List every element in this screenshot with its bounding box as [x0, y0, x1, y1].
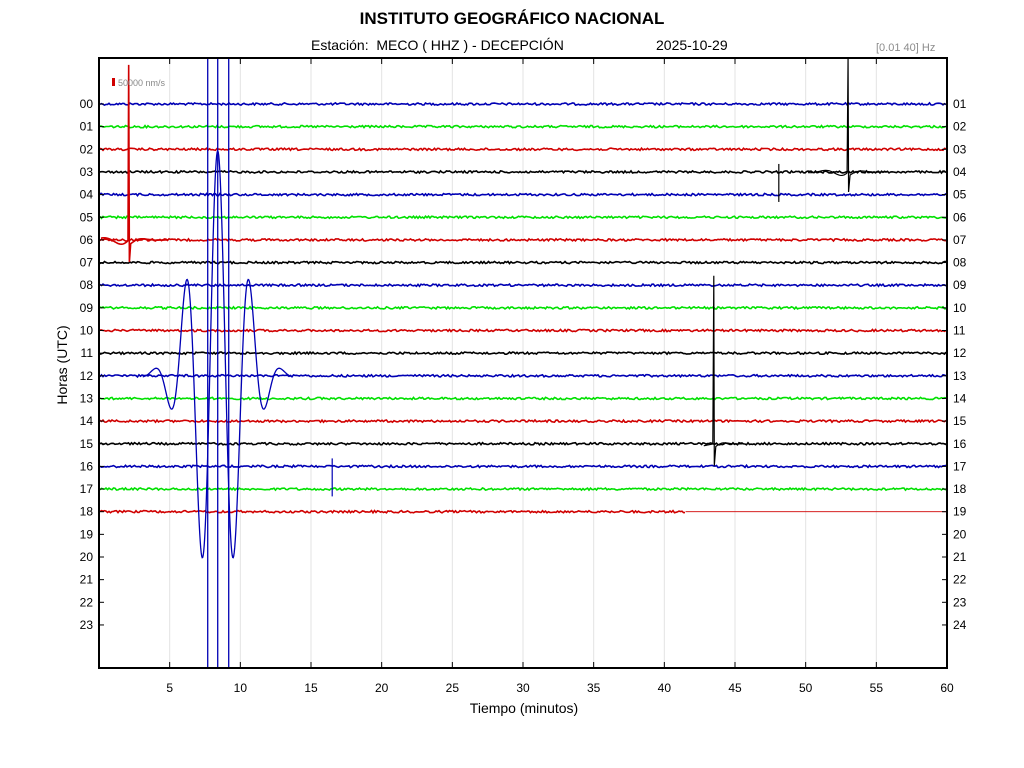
y-tick-label-left: 00: [80, 97, 94, 111]
y-tick-label-right: 05: [953, 188, 967, 202]
seismic-trace: [99, 463, 947, 469]
y-tick-label-right: 12: [953, 346, 967, 360]
y-tick-label-left: 07: [80, 256, 94, 270]
y-tick-label-right: 21: [953, 550, 967, 564]
date-label: 2025-10-29: [656, 37, 728, 53]
y-tick-label-right: 20: [953, 527, 967, 541]
x-tick-label: 35: [587, 681, 601, 695]
y-tick-label-left: 01: [80, 120, 94, 134]
x-tick-label: 40: [658, 681, 672, 695]
seismic-trace: [99, 237, 947, 243]
y-tick-label-left: 18: [80, 505, 94, 519]
seismic-trace: [99, 101, 947, 107]
y-tick-label-right: 10: [953, 301, 967, 315]
y-tick-label-right: 06: [953, 210, 967, 224]
x-tick-label: 20: [375, 681, 389, 695]
y-tick-label-right: 02: [953, 120, 967, 134]
y-tick-label-right: 14: [953, 391, 967, 405]
y-tick-label-right: 03: [953, 142, 967, 156]
seismic-trace: [99, 260, 947, 265]
x-tick-label: 60: [940, 681, 954, 695]
seismic-trace: [99, 328, 947, 333]
seismic-trace: [99, 509, 685, 515]
scale-marker: [112, 78, 115, 86]
y-tick-label-left: 10: [80, 324, 94, 338]
y-tick-label-left: 13: [80, 391, 94, 405]
seismic-trace: [99, 214, 947, 220]
y-tick-label-right: 17: [953, 459, 967, 473]
seismic-trace: [99, 373, 947, 379]
x-tick-label: 30: [516, 681, 530, 695]
x-tick-label: 10: [234, 681, 248, 695]
event-group: [100, 56, 888, 668]
y-tick-label-left: 09: [80, 301, 94, 315]
x-ticks: 5 10 15 20 25 30 35 40 45 50 55 60: [166, 58, 954, 695]
y-tick-label-right: 18: [953, 482, 967, 496]
y-tick-label-right: 24: [953, 618, 967, 632]
local-event: [808, 56, 888, 193]
y-tick-label-left: 11: [81, 346, 94, 360]
chart-title: INSTITUTO GEOGRÁFICO NACIONAL: [359, 9, 665, 28]
station-label: Estación: MECO ( HHZ ) - DECEPCIÓN: [311, 37, 564, 53]
scale-label: 50000 nm/s: [118, 78, 166, 88]
y-tick-label-left: 19: [80, 527, 94, 541]
y-tick-label-left: 03: [80, 165, 94, 179]
y-tick-label-left: 14: [80, 414, 94, 428]
y-tick-label-right: 09: [953, 278, 967, 292]
y-tick-label-left: 15: [80, 437, 94, 451]
y-tick-label-right: 11: [953, 324, 966, 338]
y-tick-label-right: 16: [953, 437, 967, 451]
y-ticks: 00 01 02 03 04 05 06 07 08 09 10 11 12 13 14 15 16 17 18 19…: [80, 97, 967, 632]
y-tick-label-right: 13: [953, 369, 967, 383]
x-tick-label: 5: [166, 681, 173, 695]
y-tick-label-right: 08: [953, 256, 967, 270]
seismic-trace: [99, 305, 946, 311]
scale-bar: 50000 nm/s: [112, 78, 166, 88]
x-tick-label: 25: [446, 681, 460, 695]
seismic-trace: [99, 486, 947, 492]
y-tick-label-right: 15: [953, 414, 967, 428]
seismic-trace: [99, 441, 947, 447]
y-tick-label-left: 02: [80, 142, 94, 156]
y-tick-label-right: 22: [953, 573, 967, 587]
x-tick-label: 55: [870, 681, 884, 695]
y-tick-label-right: 19: [953, 505, 967, 519]
y-tick-label-left: 22: [80, 595, 94, 609]
y-tick-label-left: 23: [80, 618, 94, 632]
x-tick-label: 45: [728, 681, 742, 695]
seismic-trace: [99, 282, 947, 288]
y-tick-label-left: 17: [80, 482, 94, 496]
y-tick-label-right: 04: [953, 165, 967, 179]
seismic-trace: [99, 169, 947, 175]
earthquake-event: [100, 64, 169, 262]
y-tick-label-left: 04: [80, 188, 94, 202]
y-tick-label-right: 07: [953, 233, 967, 247]
y-tick-label-left: 12: [80, 369, 94, 383]
y-tick-label-left: 21: [80, 573, 94, 587]
seismic-trace: [99, 146, 947, 152]
seismic-trace: [99, 192, 947, 198]
x-tick-label: 15: [304, 681, 318, 695]
y-tick-label-right: 23: [953, 595, 967, 609]
filter-label: [0.01 40] Hz: [876, 42, 936, 54]
seismic-trace: [99, 350, 947, 356]
y-tick-label-left: 08: [80, 278, 94, 292]
x-axis-label: Tiempo (minutos): [469, 700, 579, 716]
local-event: [703, 275, 743, 466]
x-tick-label: 50: [799, 681, 813, 695]
y-tick-label-left: 20: [80, 550, 94, 564]
y-tick-label-left: 16: [80, 459, 94, 473]
y-tick-label-right: 01: [953, 97, 967, 111]
y-tick-label-left: 06: [80, 233, 94, 247]
y-tick-label-left: 05: [80, 210, 94, 224]
seismic-trace: [99, 418, 947, 424]
seismic-trace: [99, 124, 947, 130]
trace-group: [99, 101, 947, 515]
